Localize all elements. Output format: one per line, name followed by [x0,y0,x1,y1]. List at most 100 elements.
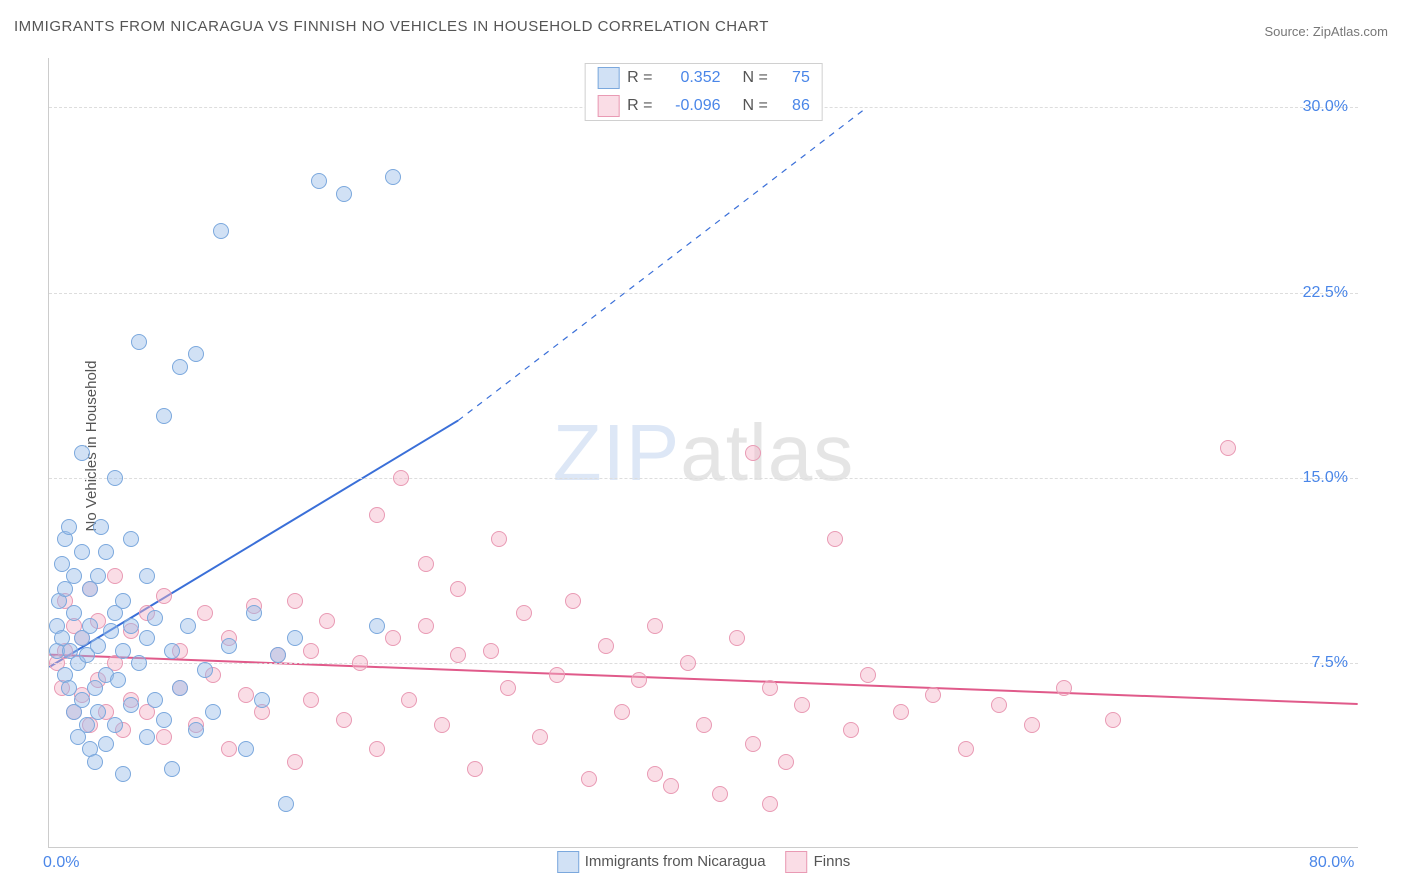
y-tick-label: 22.5% [1303,284,1348,302]
chart-title: IMMIGRANTS FROM NICARAGUA VS FINNISH NO … [14,18,769,35]
nicaragua-point [98,544,114,560]
finns-point [500,680,516,696]
source-link[interactable]: ZipAtlas.com [1313,24,1388,39]
watermark-atlas: atlas [680,408,854,497]
finns-point [450,647,466,663]
finns-point [647,766,663,782]
legend-label: Immigrants from Nicaragua [585,853,766,870]
legend-row-finns: R =-0.096N =86 [585,92,822,120]
finns-point [287,754,303,770]
finns-point [238,687,254,703]
finns-point [319,613,335,629]
finns-point [565,593,581,609]
nicaragua-point [87,754,103,770]
finns-point [958,741,974,757]
nicaragua-point [74,544,90,560]
nicaragua-point [147,692,163,708]
nicaragua-point [254,692,270,708]
nicaragua-point [287,630,303,646]
series-legend: Immigrants from NicaraguaFinns [553,849,855,875]
finns-point [303,692,319,708]
finns-point [221,741,237,757]
source-attribution: Source: ZipAtlas.com [1264,24,1388,39]
legend-r-value: 0.352 [665,69,721,87]
nicaragua-point [205,704,221,720]
nicaragua-point [115,593,131,609]
y-tick-label: 7.5% [1312,654,1348,672]
finns-point [467,761,483,777]
nicaragua-point [115,643,131,659]
watermark-zip: ZIP [553,408,680,497]
nicaragua-point [213,223,229,239]
finns-point [287,593,303,609]
x-tick-label: 80.0% [1309,854,1354,872]
finns-point [418,618,434,634]
nicaragua-point [156,408,172,424]
nicaragua-point [87,680,103,696]
legend-n-label: N = [743,69,768,87]
gridline [49,293,1358,294]
finns-point [483,643,499,659]
nicaragua-point [93,519,109,535]
regression-line [458,107,867,420]
nicaragua-point [164,761,180,777]
gridline [49,478,1358,479]
finns-point [532,729,548,745]
nicaragua-point [90,704,106,720]
gridline [49,663,1358,664]
nicaragua-point [90,638,106,654]
finns-point [393,470,409,486]
finns-point [352,655,368,671]
y-tick-label: 30.0% [1303,98,1348,116]
nicaragua-point [369,618,385,634]
legend-n-value: 75 [780,69,810,87]
nicaragua-point [221,638,237,654]
watermark: ZIPatlas [553,407,854,499]
legend-swatch [557,851,579,873]
finns-point [434,717,450,733]
nicaragua-point [385,169,401,185]
nicaragua-point [74,692,90,708]
legend-r-value: -0.096 [665,97,721,115]
legend-swatch [597,95,619,117]
nicaragua-point [66,568,82,584]
finns-point [843,722,859,738]
nicaragua-point [188,722,204,738]
nicaragua-point [139,630,155,646]
nicaragua-point [110,672,126,688]
finns-point [762,796,778,812]
nicaragua-point [123,697,139,713]
x-tick-label: 0.0% [43,854,79,872]
source-prefix: Source: [1264,24,1312,39]
legend-r-label: R = [627,97,652,115]
finns-point [794,697,810,713]
finns-point [516,605,532,621]
legend-swatch [786,851,808,873]
finns-point [1056,680,1072,696]
nicaragua-point [270,647,286,663]
legend-n-label: N = [743,97,768,115]
nicaragua-point [238,741,254,757]
nicaragua-point [172,680,188,696]
legend-r-label: R = [627,69,652,87]
finns-point [303,643,319,659]
finns-point [745,736,761,752]
nicaragua-point [61,519,77,535]
nicaragua-point [139,729,155,745]
finns-point [450,581,466,597]
finns-point [581,771,597,787]
finns-point [925,687,941,703]
finns-point [197,605,213,621]
finns-point [369,507,385,523]
finns-point [860,667,876,683]
finns-point [1105,712,1121,728]
finns-point [778,754,794,770]
nicaragua-point [103,623,119,639]
finns-point [336,712,352,728]
nicaragua-point [172,359,188,375]
nicaragua-point [123,531,139,547]
finns-point [107,568,123,584]
finns-point [680,655,696,671]
finns-point [401,692,417,708]
nicaragua-point [156,712,172,728]
